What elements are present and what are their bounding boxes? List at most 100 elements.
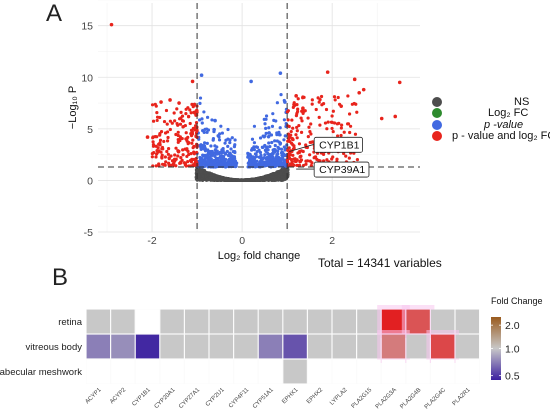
point-sig [353,132,358,136]
heatmap-cell [258,309,283,334]
point-sig [160,153,164,157]
point-pvalue [248,160,252,165]
point-pvalue [255,145,260,149]
point-sig [292,163,296,167]
annotation-box [313,136,363,153]
point-pvalue [212,127,216,132]
point-pvalue [279,151,284,155]
point-ns [276,176,281,181]
heatmap-cell [455,309,479,334]
point-pvalue [257,148,261,152]
point-pvalue [266,161,270,165]
point-sig [154,144,158,148]
point-pvalue [273,143,277,148]
point-pvalue [206,128,211,132]
point-sig [294,133,298,137]
point-sig [151,119,156,123]
point-sig [192,110,196,114]
point-sig [340,123,344,127]
point-pvalue [223,141,227,145]
point-sig [186,115,191,119]
point-pvalue [254,152,258,156]
point-pvalue [270,124,275,128]
heatmap-cell [357,359,381,384]
point-pvalue [267,141,271,145]
heatmap-cell [283,359,307,384]
point-sig [306,135,310,139]
point-pvalue [215,145,219,149]
point-sig [165,122,169,126]
point-sig [185,154,189,159]
heatmap-column-label: PLA2G15 [351,387,374,410]
point-sig [352,101,356,106]
point-pvalue [209,162,213,166]
point-sig [295,125,299,130]
point-sig [162,119,167,124]
y-tick-label: 5 [87,124,93,136]
point-sig [326,120,330,124]
point-pvalue [198,163,202,167]
heatmap-cell [431,309,455,334]
point-pvalue [262,117,266,121]
point-sig [290,136,294,141]
point-pvalue [263,122,267,126]
point-pvalue [222,160,226,164]
point-sig [191,105,195,109]
point-sig [150,103,155,107]
point-outlier [159,100,163,104]
point-outlier [249,79,253,84]
heatmap-row-label: retina [58,317,82,328]
point-sig [335,157,339,161]
point-sig [329,120,333,124]
point-sig [190,132,194,136]
point-ns [273,177,277,181]
colorbar-tick-label: 0.5 [505,371,520,383]
heatmap-column-label: EPHX1 [281,387,300,406]
point-sig [335,122,339,126]
heatmap-column-label: CYP1B1 [131,387,152,408]
point-sig [296,151,300,155]
point-sig [192,152,196,156]
heatmap-cell [234,359,258,384]
point-sig [155,115,160,119]
point-sig [298,160,302,164]
points [109,22,402,183]
point-sig [321,102,326,106]
heatmap-cell [185,334,209,359]
y-tick-label: 0 [87,175,93,187]
annotation-box [313,161,370,178]
point-ns [280,178,284,182]
point-sig [298,155,302,159]
point-pvalue [266,158,271,162]
point-sig [324,107,329,112]
point-pvalue [282,138,286,142]
point-sig [308,129,312,134]
point-sig [346,122,351,126]
point-pvalue [210,151,215,155]
point-sig [170,121,174,125]
point-ns [228,178,232,182]
x-tick-label: 2 [329,235,335,247]
point-sig [184,131,188,135]
point-sig [289,129,293,134]
point-sig [325,158,329,162]
point-outlier [267,131,271,135]
point-sig [317,158,321,163]
grid [98,0,420,233]
x-tick-label: -2 [147,235,156,247]
point-sig [302,95,306,99]
point-sig [318,97,322,102]
point-sig [176,138,180,142]
point-pvalue [211,137,216,141]
point-sig [155,118,159,123]
point-pvalue [268,144,272,149]
heatmap-column-label: CYP20A1 [154,387,177,410]
point-pvalue [269,133,274,137]
point-pvalue [272,161,276,165]
point-pvalue [222,151,227,155]
point-sig [299,130,304,134]
heatmap-cell [111,334,135,359]
point-sig [286,148,290,152]
point-sig [309,132,313,136]
point-pvalue [246,151,250,155]
